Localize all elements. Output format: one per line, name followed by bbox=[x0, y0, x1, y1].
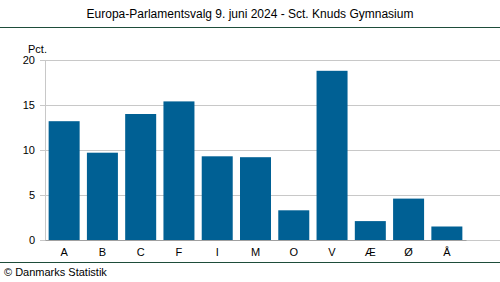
y-tick: 10 bbox=[23, 144, 45, 156]
y-label: Pct. bbox=[28, 43, 47, 55]
title: Europa-Parlamentsvalg 9. juni 2024 - Sct… bbox=[87, 7, 414, 21]
y-tick-label: 15 bbox=[23, 99, 35, 111]
bar bbox=[393, 199, 424, 240]
bars bbox=[49, 71, 463, 240]
x-tick: Ø bbox=[404, 240, 413, 258]
x-tick: V bbox=[328, 240, 336, 258]
x-tick-label: I bbox=[216, 246, 219, 258]
y-tick: 15 bbox=[23, 99, 45, 111]
y-tick: 20 bbox=[23, 54, 45, 66]
x-tick-label: Æ bbox=[365, 246, 376, 258]
y-tick: 5 bbox=[29, 189, 45, 201]
chart: 0 5 10 15 20 A B C F I M O V Æ Ø Å Europa-Parlamentsvalg… bbox=[0, 0, 500, 282]
x-tick-label: V bbox=[328, 246, 336, 258]
x-tick: C bbox=[137, 240, 145, 258]
grid bbox=[40, 61, 500, 241]
x-tick: B bbox=[99, 240, 106, 258]
bar bbox=[49, 121, 80, 240]
annotation: © Danmarks Statistik bbox=[4, 266, 107, 278]
x-tick: I bbox=[216, 240, 219, 258]
x-axis-line bbox=[46, 240, 467, 241]
y-axis: 0 5 10 15 20 bbox=[23, 54, 46, 246]
x-axis: ABCFIMOVÆØÅ bbox=[46, 240, 467, 258]
grid-line bbox=[40, 240, 500, 241]
x-tick: A bbox=[60, 240, 68, 258]
bar bbox=[431, 227, 462, 241]
x-tick: F bbox=[176, 240, 183, 258]
bar bbox=[87, 153, 118, 240]
grid-line bbox=[40, 105, 500, 106]
x-tick-label: M bbox=[251, 246, 260, 258]
x-tick: Æ bbox=[365, 240, 376, 258]
bar bbox=[163, 101, 194, 240]
x-tick-label: A bbox=[60, 246, 68, 258]
y-tick: 0 bbox=[29, 234, 45, 246]
y-tick-label: 10 bbox=[23, 144, 35, 156]
x-tick: O bbox=[289, 240, 298, 258]
bar bbox=[202, 156, 233, 240]
x-tick-label: Ø bbox=[404, 246, 413, 258]
x-tick-label: Å bbox=[443, 246, 451, 258]
y-tick-label: 0 bbox=[29, 234, 35, 246]
frame-top bbox=[0, 27, 500, 28]
bar bbox=[240, 157, 271, 240]
x-tick-label: C bbox=[137, 246, 145, 258]
x-tick: M bbox=[251, 240, 260, 258]
y-tick-label: 20 bbox=[23, 54, 35, 66]
x-tick-label: O bbox=[289, 246, 298, 258]
grid-line bbox=[40, 150, 500, 151]
bar bbox=[278, 210, 309, 240]
frame-bottom bbox=[0, 262, 500, 263]
x-tick-label: B bbox=[99, 246, 106, 258]
bar bbox=[125, 114, 156, 240]
bar bbox=[317, 71, 348, 240]
y-axis-line bbox=[45, 61, 46, 241]
x-tick: Å bbox=[443, 240, 451, 258]
x-tick-label: F bbox=[176, 246, 183, 258]
y-tick-label: 5 bbox=[29, 189, 35, 201]
bar bbox=[355, 221, 386, 240]
grid-line bbox=[40, 60, 500, 61]
